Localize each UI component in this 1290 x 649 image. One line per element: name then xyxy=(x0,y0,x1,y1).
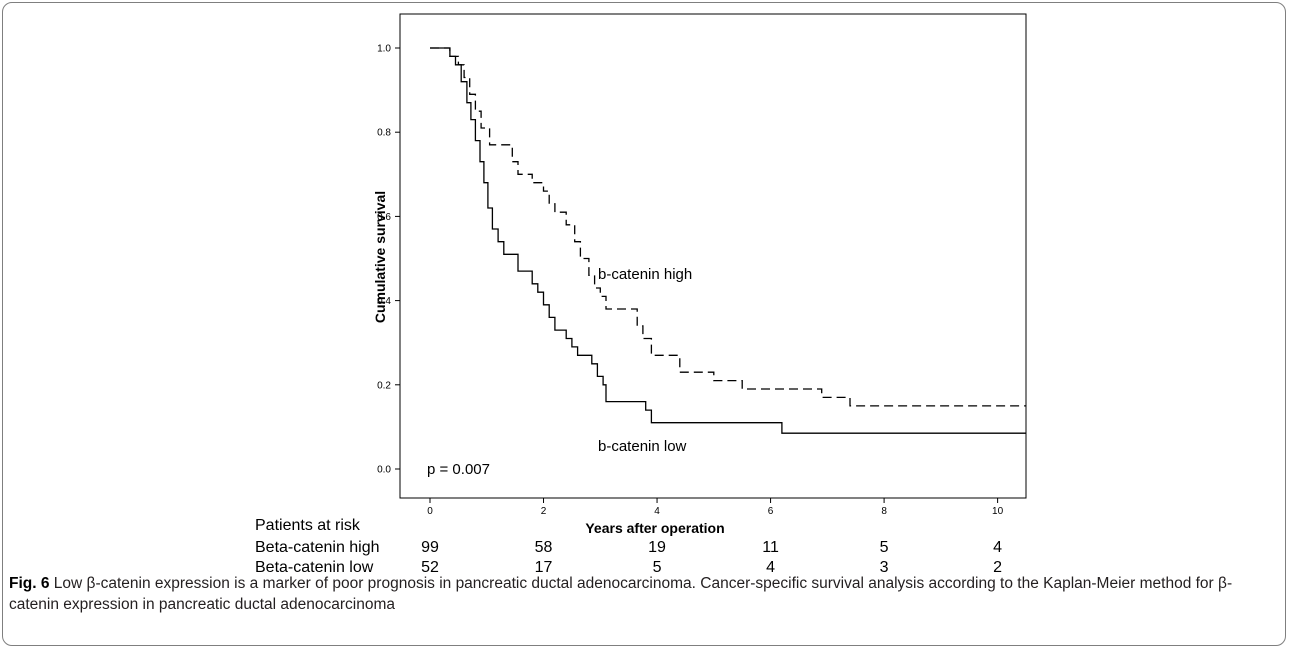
risk-value: 99 xyxy=(421,539,439,556)
risk-value: 17 xyxy=(535,559,553,572)
y-tick-label: 0.2 xyxy=(377,380,391,391)
risk-value: 5 xyxy=(653,559,662,572)
risk-row-label-low: Beta-catenin low xyxy=(255,559,374,572)
x-tick-label: 0 xyxy=(427,506,433,517)
risk-value: 11 xyxy=(762,539,779,556)
risk-value: 5 xyxy=(880,539,889,556)
risk-table-title: Patients at risk xyxy=(255,517,361,534)
y-axis-label: Cumulative survival xyxy=(372,191,388,323)
caption-lead: Fig. 6 xyxy=(9,575,50,592)
x-tick-label: 2 xyxy=(541,506,547,517)
risk-value: 4 xyxy=(766,559,775,572)
y-tick-label: 0.4 xyxy=(377,296,391,307)
survival-chart: 0.0 0.2 0.4 0.6 0.8 1.0 0 2 4 6 8 10 Cumulative su… xyxy=(255,13,1027,572)
risk-table-values: 99 58 19 11 5 4 52 17 5 4 3 2 xyxy=(421,539,1002,572)
x-tick-label: 10 xyxy=(992,506,1004,517)
x-axis-ticks: 0 2 4 6 8 10 xyxy=(427,498,1004,517)
series-label-high: b-catenin high xyxy=(598,266,692,283)
p-value-annotation: p = 0.007 xyxy=(427,461,490,478)
x-tick-label: 6 xyxy=(768,506,774,517)
risk-value: 3 xyxy=(880,559,889,572)
y-axis-ticks: 0.0 0.2 0.4 0.6 0.8 1.0 xyxy=(377,44,400,476)
y-tick-label: 1.0 xyxy=(377,44,391,55)
y-tick-label: 0.0 xyxy=(377,465,391,476)
series-group xyxy=(430,47,1026,434)
risk-value: 58 xyxy=(535,539,553,556)
caption-text: Low β-catenin expression is a marker of … xyxy=(9,575,1233,613)
series-label-low: b-catenin low xyxy=(598,438,687,455)
figure-caption: Fig. 6 Low β-catenin expression is a mar… xyxy=(9,573,1277,615)
risk-value: 2 xyxy=(993,559,1002,572)
risk-value: 52 xyxy=(421,559,439,572)
series-line-high xyxy=(430,47,1026,407)
plot-area xyxy=(399,13,1027,499)
risk-row-label-high: Beta-catenin high xyxy=(255,539,380,556)
risk-value: 19 xyxy=(648,539,666,556)
series-line-low xyxy=(430,47,1026,434)
y-tick-label: 0.6 xyxy=(377,212,391,223)
x-tick-label: 8 xyxy=(881,506,887,517)
risk-value: 4 xyxy=(993,539,1002,556)
x-tick-label: 4 xyxy=(654,506,660,517)
x-axis-label: Years after operation xyxy=(585,520,724,536)
y-tick-label: 0.8 xyxy=(377,128,391,139)
